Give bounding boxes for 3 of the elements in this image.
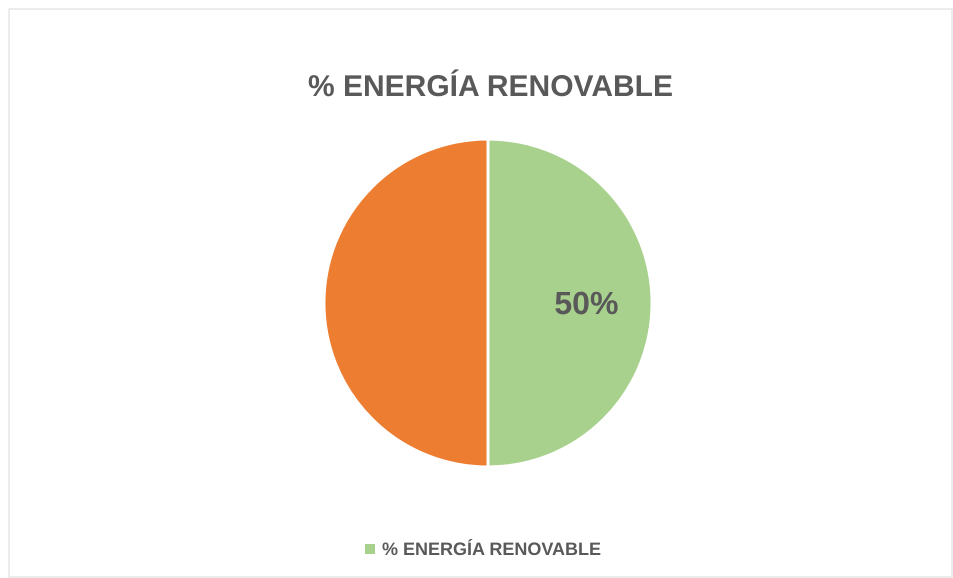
legend-label: % ENERGÍA RENOVABLE <box>382 539 602 559</box>
chart-title: % ENERGÍA RENOVABLE <box>308 69 674 103</box>
data-label: 50% <box>554 285 618 321</box>
